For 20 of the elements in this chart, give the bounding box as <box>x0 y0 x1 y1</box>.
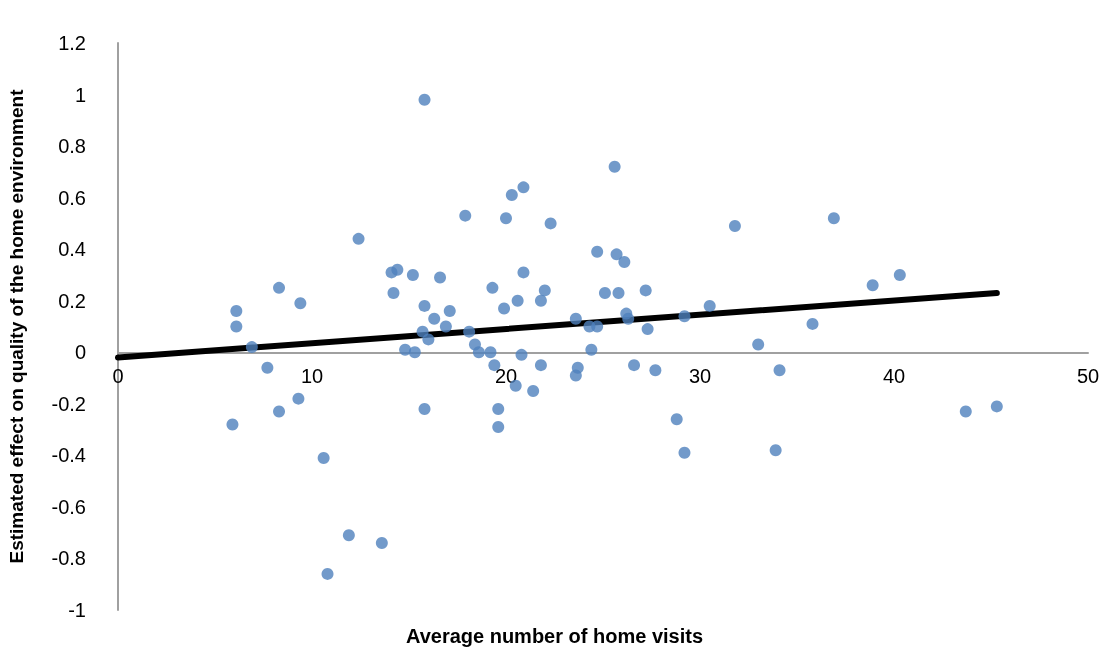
y-tick-label: -0.4 <box>51 444 86 467</box>
y-tick-label: -0.8 <box>51 547 86 570</box>
y-tick-label: -0.2 <box>51 392 86 415</box>
x-tick-label: 10 <box>300 365 324 388</box>
y-tick-label: -0.6 <box>51 495 86 518</box>
x-tick-label: 0 <box>112 365 124 388</box>
y-tick-label: 1.2 <box>58 32 86 54</box>
x-tick-label: 30 <box>688 365 712 388</box>
y-tick-label: 0.2 <box>58 289 86 312</box>
y-tick-label: 0.6 <box>58 186 86 209</box>
x-axis-title: Average number of home visits <box>405 625 704 647</box>
x-tick-label: 20 <box>494 365 518 388</box>
y-tick-label: 1 <box>74 83 86 106</box>
x-tick-label: 50 <box>1076 365 1100 388</box>
y-tick-label: 0.4 <box>58 238 86 261</box>
x-tick-label: 40 <box>882 365 906 388</box>
y-axis-title: Estimated effect on quality of the home environment <box>6 88 27 564</box>
y-tick-label: 0 <box>74 341 86 364</box>
y-tick-label: 0.8 <box>58 135 86 158</box>
y-tick-label: -1 <box>68 599 86 621</box>
